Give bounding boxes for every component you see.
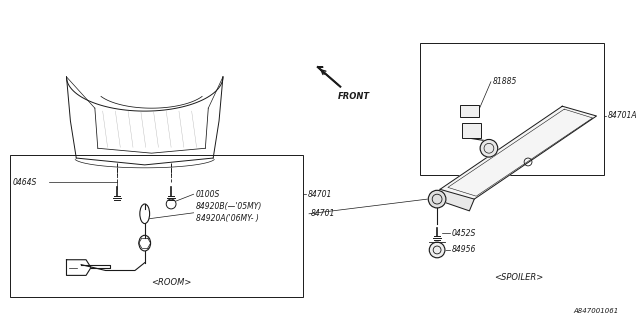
Text: 84701: 84701 [311, 209, 335, 218]
Text: 0464S: 0464S [13, 178, 37, 187]
Text: 84956: 84956 [452, 245, 476, 254]
Circle shape [429, 242, 445, 258]
Text: 84701A: 84701A [608, 111, 638, 121]
Bar [461, 123, 481, 139]
Bar [460, 105, 479, 117]
Polygon shape [435, 189, 474, 211]
Text: 84920A('06MY- ): 84920A('06MY- ) [196, 214, 259, 223]
Text: <SPOILER>: <SPOILER> [493, 273, 543, 282]
Bar [10, 155, 303, 297]
Text: 84920B(—'05MY): 84920B(—'05MY) [196, 203, 262, 212]
Polygon shape [440, 106, 596, 199]
Text: 0452S: 0452S [452, 229, 476, 238]
Bar [420, 43, 604, 175]
Text: <ROOM>: <ROOM> [151, 278, 191, 287]
Text: FRONT: FRONT [337, 92, 369, 100]
Text: A847001061: A847001061 [573, 308, 619, 314]
Text: 0100S: 0100S [196, 190, 220, 199]
Circle shape [480, 140, 498, 157]
Text: 84701: 84701 [308, 190, 332, 199]
Circle shape [428, 190, 446, 208]
Text: 81885: 81885 [493, 77, 517, 86]
